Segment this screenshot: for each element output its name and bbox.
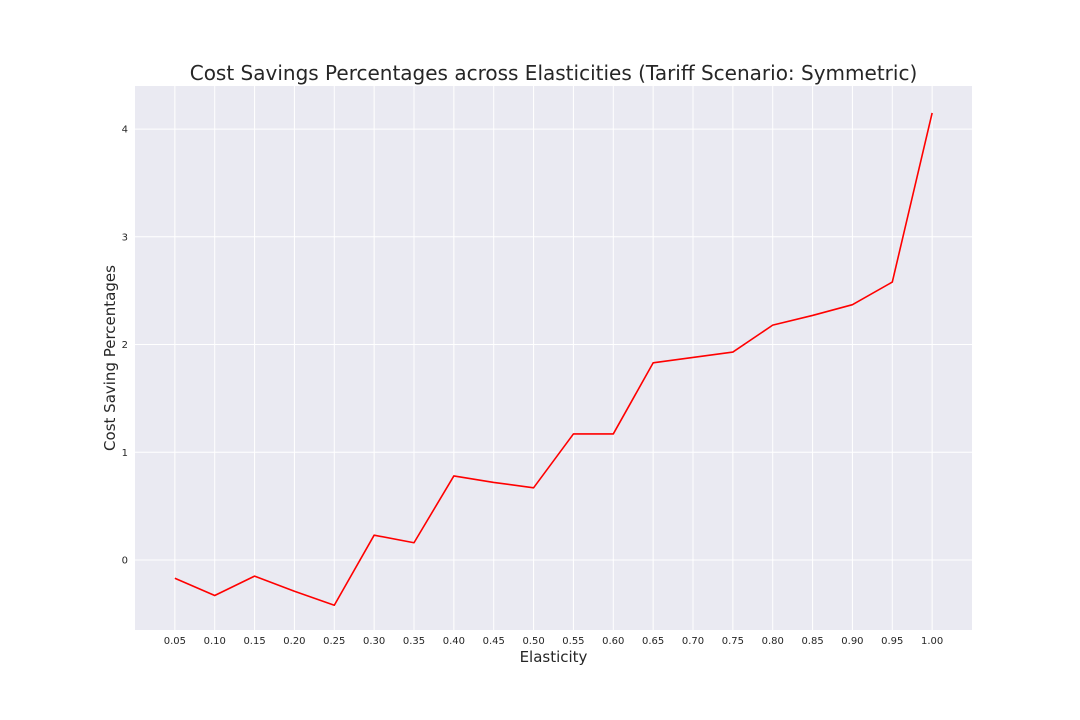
- x-axis-label: Elasticity: [520, 648, 588, 666]
- x-tick-label: 0.85: [801, 636, 823, 647]
- x-tick-label: 0.25: [323, 636, 345, 647]
- x-tick-label: 0.80: [762, 636, 784, 647]
- x-tick-label: 0.75: [722, 636, 744, 647]
- x-tick-label: 0.90: [841, 636, 863, 647]
- y-tick-label: 4: [122, 125, 128, 136]
- y-tick-label: 2: [122, 340, 128, 351]
- x-tick-label: 0.35: [403, 636, 425, 647]
- x-tick-label: 0.55: [562, 636, 584, 647]
- x-tick-label: 0.60: [602, 636, 624, 647]
- x-tick-label: 0.40: [443, 636, 465, 647]
- x-tick-label: 0.05: [164, 636, 186, 647]
- y-tick-label: 3: [122, 232, 128, 243]
- chart-title: Cost Savings Percentages across Elastici…: [190, 61, 918, 85]
- x-tick-label: 0.65: [642, 636, 664, 647]
- series-layer: [174, 112, 933, 607]
- x-tick-label: 0.20: [283, 636, 305, 647]
- x-tick-label: 0.30: [363, 636, 385, 647]
- plot-background: [135, 86, 972, 630]
- x-tick-label: 0.50: [522, 636, 544, 647]
- x-tick-label: 0.70: [682, 636, 704, 647]
- y-tick-labels: 0 1 2 3 4: [122, 125, 128, 567]
- x-tick-label: 1.00: [921, 636, 943, 647]
- x-tick-label: 0.15: [243, 636, 265, 647]
- x-tick-label: 0.10: [204, 636, 226, 647]
- y-tick-label: 0: [122, 555, 128, 566]
- y-axis-label: Cost Saving Percentages: [101, 265, 119, 451]
- x-tick-label: 0.45: [483, 636, 505, 647]
- series-line: [174, 112, 933, 607]
- y-tick-label: 1: [122, 448, 128, 459]
- x-tick-labels: 0.05 0.10 0.15 0.20 0.25 0.30 0.35 0.40 0.45 0.50…: [164, 636, 944, 647]
- x-tick-label: 0.95: [881, 636, 903, 647]
